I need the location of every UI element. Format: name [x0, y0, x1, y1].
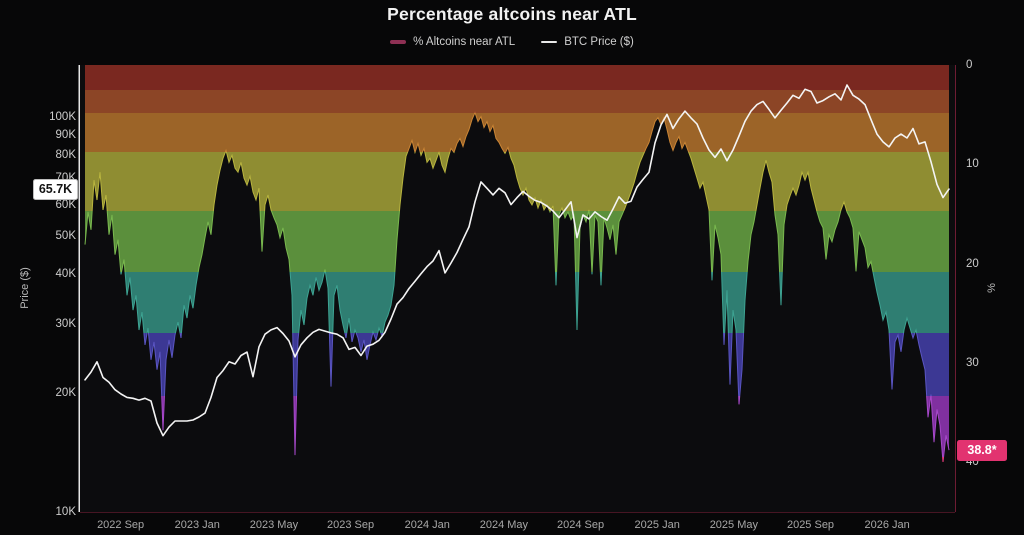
x-tick-label: 2025 Jan — [634, 519, 680, 531]
price-tick-label: 60K — [55, 198, 76, 211]
price-tick-label: 10K — [55, 506, 76, 518]
legend-label-altcoins: % Altcoins near ATL — [413, 36, 516, 48]
x-tick-label: 2024 Sep — [556, 519, 605, 531]
chart-title: Percentage altcoins near ATL — [387, 4, 637, 24]
current-percent-label: 38.8* — [957, 439, 1007, 461]
price-tick-label: 30K — [55, 317, 76, 330]
price-tick-label: 20K — [55, 387, 76, 400]
price-tick-label: 50K — [55, 229, 76, 242]
price-tick-label: 100K — [49, 111, 76, 123]
x-tick-label: 2024 May — [479, 519, 529, 531]
x-tick-label: 2025 Sep — [786, 519, 835, 531]
percent-axis-title: % — [986, 283, 998, 293]
chart-legend: % Altcoins near ATL BTC Price ($) — [0, 36, 1024, 48]
legend-label-btc: BTC Price ($) — [564, 36, 634, 48]
price-tick-label: 90K — [55, 129, 76, 142]
x-tick-label: 2022 Sep — [97, 519, 145, 531]
price-tick-label: 40K — [55, 268, 76, 281]
x-tick-label: 2025 May — [709, 519, 758, 531]
percent-tick-label: 10 — [966, 158, 979, 171]
altcoins-series-swatch-icon — [390, 40, 407, 44]
legend-item-altcoins[interactable]: % Altcoins near ATL — [390, 36, 515, 48]
percent-tick-label: 20 — [966, 257, 979, 270]
legend-item-btc[interactable]: BTC Price ($) — [541, 36, 634, 48]
x-tick-label: 2023 May — [249, 519, 299, 531]
current-price-label: 65.7K — [33, 178, 78, 200]
x-tick-label: 2023 Jan — [174, 519, 220, 531]
percent-tick-label: 30 — [966, 356, 979, 369]
btc-series-swatch-icon — [541, 41, 558, 43]
price-tick-label: 80K — [55, 149, 76, 162]
x-tick-label: 2023 Sep — [327, 519, 375, 531]
x-tick-label: 2024 Jan — [404, 519, 450, 531]
percent-tick-label: 0 — [966, 59, 973, 71]
x-tick-label: 2026 Jan — [864, 519, 910, 531]
